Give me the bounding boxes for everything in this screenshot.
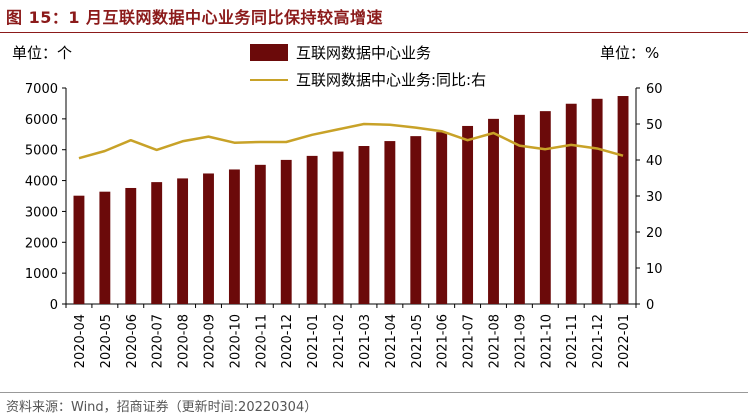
bar <box>151 182 163 304</box>
x-tick-label: 2020-08 <box>177 314 192 368</box>
bar <box>410 136 422 304</box>
right-y-tick-label: 60 <box>646 82 663 97</box>
x-tick-label: 2020-09 <box>203 314 218 368</box>
bar <box>203 173 214 304</box>
chart-plot: 0 1000 2000 3000 4000 5000 6000 7000 0 10 20 30 40 50… <box>25 82 663 368</box>
x-tick-label: 2021-03 <box>358 314 373 368</box>
bar <box>306 155 318 304</box>
legend-bar-entry: 互联网数据中心业务 <box>250 42 431 63</box>
x-tick-label: 2021-09 <box>513 314 528 368</box>
left-y-tick-label: 2000 <box>25 236 58 251</box>
left-y-tick-label: 6000 <box>25 113 58 128</box>
bar <box>254 164 266 304</box>
bar <box>73 195 85 304</box>
bar <box>99 191 111 304</box>
x-tick-label: 2020-12 <box>280 314 295 368</box>
bar <box>539 111 551 305</box>
bar <box>332 151 344 304</box>
bar <box>488 118 499 304</box>
legend-bar-swatch <box>250 44 288 61</box>
x-tick-label: 2021-11 <box>565 314 580 368</box>
x-tick-label: 2021-02 <box>332 314 347 368</box>
source-divider <box>0 392 748 393</box>
left-y-tick-label: 7000 <box>25 82 58 97</box>
x-tick-label: 2020-10 <box>228 314 243 368</box>
bar <box>358 146 370 304</box>
legend-line-label: 互联网数据中心业务:同比:右 <box>296 71 487 89</box>
legend-bar-label: 互联网数据中心业务 <box>296 44 432 62</box>
left-y-tick-label: 1000 <box>25 267 58 282</box>
right-y-tick-label: 10 <box>646 262 663 277</box>
x-tick-label: 2021-05 <box>410 314 425 368</box>
legend-line-entry: 互联网数据中心业务:同比:右 <box>250 69 486 90</box>
left-y-tick-label: 4000 <box>25 175 58 190</box>
legend-line-swatch <box>250 78 288 81</box>
figure-title: 图 15：1 月互联网数据中心业务同比保持较高增速 <box>6 8 384 27</box>
x-tick-label: 2021-04 <box>384 314 399 368</box>
left-unit-label: 单位：个 <box>12 44 73 62</box>
bar <box>591 98 603 304</box>
x-tick-label: 2021-01 <box>306 314 321 368</box>
right-y-tick-label: 30 <box>646 190 663 205</box>
left-y-tick-label: 0 <box>50 298 58 313</box>
bar <box>436 132 448 304</box>
x-tick-label: 2020-07 <box>151 314 166 368</box>
x-tick-label: 2021-08 <box>488 314 503 368</box>
bar <box>228 169 240 304</box>
bar <box>462 125 474 304</box>
right-y-tick-label: 40 <box>646 154 663 169</box>
bar <box>565 103 577 304</box>
bar <box>617 96 629 304</box>
x-tick-label: 2020-11 <box>254 314 269 368</box>
growth-line <box>78 122 624 160</box>
title-divider <box>0 32 748 33</box>
x-tick-label: 2020-06 <box>125 314 140 368</box>
right-unit-label: 单位：% <box>600 44 660 62</box>
right-y-tick-label: 0 <box>646 298 654 313</box>
right-y-tick-label: 20 <box>646 226 663 241</box>
bar <box>280 159 292 304</box>
x-tick-label: 2021-10 <box>539 314 554 368</box>
x-tick-label: 2020-05 <box>99 314 114 368</box>
bar <box>125 187 137 304</box>
left-y-tick-label: 5000 <box>25 144 58 159</box>
bar <box>177 178 189 304</box>
source-note: 资料来源：Wind，招商证券（更新时间:20220304） <box>6 400 318 415</box>
x-tick-label: 2021-06 <box>436 314 451 368</box>
bar <box>513 114 525 305</box>
x-tick-label: 2022-01 <box>617 314 632 368</box>
x-tick-label: 2021-12 <box>591 314 606 368</box>
left-y-tick-label: 3000 <box>25 205 58 220</box>
bar <box>384 141 396 304</box>
x-tick-label: 2020-04 <box>73 314 88 368</box>
right-y-tick-label: 50 <box>646 118 663 133</box>
x-tick-label: 2021-07 <box>462 314 477 368</box>
